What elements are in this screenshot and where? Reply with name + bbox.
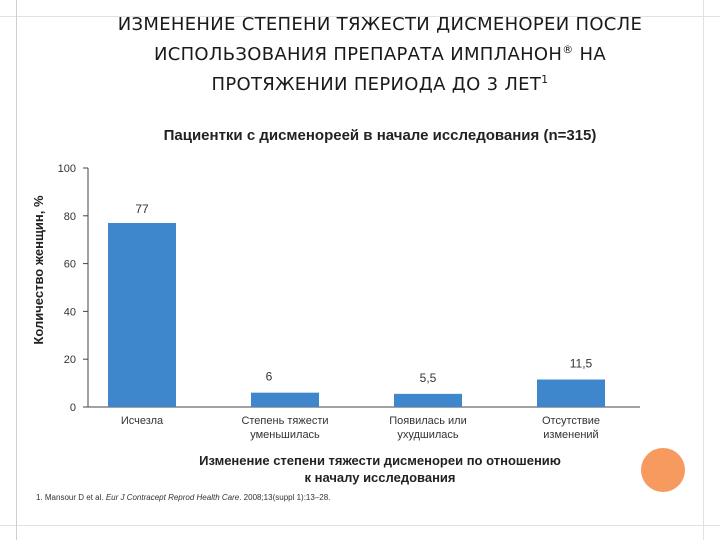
frame-right-line (703, 0, 704, 540)
bar-value-label: 77 (135, 202, 149, 216)
frame-bottom-line (0, 525, 720, 526)
x-category-label: Исчезла (121, 415, 164, 427)
y-tick-label: 80 (64, 211, 76, 223)
bar-value-label: 6 (266, 370, 273, 384)
x-category-label: Отсутствие (542, 415, 600, 427)
x-category-label: Степень тяжести (241, 415, 328, 427)
y-tick-label: 40 (64, 306, 76, 318)
x-axis-label-line-2: к началу исследования (304, 470, 456, 485)
bar (537, 379, 605, 407)
x-axis-label: Изменение степени тяжести дисменореи по … (120, 452, 640, 486)
registered-mark: ® (562, 43, 574, 56)
x-category-label: Появилась или (389, 415, 467, 427)
footnote: 1. Mansour D et al. Eur J Contracept Rep… (36, 493, 636, 502)
footnote-authors: 1. Mansour D et al. (36, 493, 106, 502)
y-tick-label: 0 (70, 402, 76, 414)
title-line-2-main: ИСПОЛЬЗОВАНИЯ ПРЕПАРАТА ИМПЛАНОН (153, 44, 563, 65)
slide-title: ИЗМЕНЕНИЕ СТЕПЕНИ ТЯЖЕСТИ ДИСМЕНОРЕИ ПОС… (40, 12, 720, 97)
x-axis-label-line-1: Изменение степени тяжести дисменореи по … (199, 453, 561, 468)
chart-title: Пациентки с дисменореей в начале исследо… (163, 127, 597, 144)
title-line-2: ИСПОЛЬЗОВАНИЯ ПРЕПАРАТА ИМПЛАНОН® НА (40, 37, 720, 67)
x-category-label: изменений (543, 429, 598, 441)
footnote-journal: Eur J Contracept Reprod Health Care (105, 493, 240, 502)
title-line-1: ИЗМЕНЕНИЕ СТЕПЕНИ ТЯЖЕСТИ ДИСМЕНОРЕИ ПОС… (117, 14, 643, 35)
frame-left-line (16, 0, 17, 540)
y-tick-label: 100 (58, 163, 76, 175)
title-line-3: ПРОТЯЖЕНИИ ПЕРИОДА ДО 3 ЛЕТ1 (40, 67, 720, 97)
title-line-2-end: НА (573, 44, 607, 65)
title-reference-mark: 1 (541, 73, 549, 86)
footnote-citation: . 2008;13(suppl 1):13–28. (239, 493, 331, 502)
title-line-3-main: ПРОТЯЖЕНИИ ПЕРИОДА ДО 3 ЛЕТ (211, 74, 542, 95)
frame-top-line (0, 16, 720, 17)
x-category-label: ухудшилась (397, 429, 459, 441)
bar (108, 222, 176, 407)
bar-value-label: 11,5 (570, 357, 593, 371)
y-tick-label: 20 (64, 354, 76, 366)
x-category-label: уменьшилась (250, 429, 320, 441)
bar (251, 392, 319, 407)
bar-value-label: 5,5 (420, 371, 437, 385)
decorative-orange-circle (641, 448, 685, 492)
bar (394, 393, 462, 407)
y-tick-label: 60 (64, 259, 76, 271)
